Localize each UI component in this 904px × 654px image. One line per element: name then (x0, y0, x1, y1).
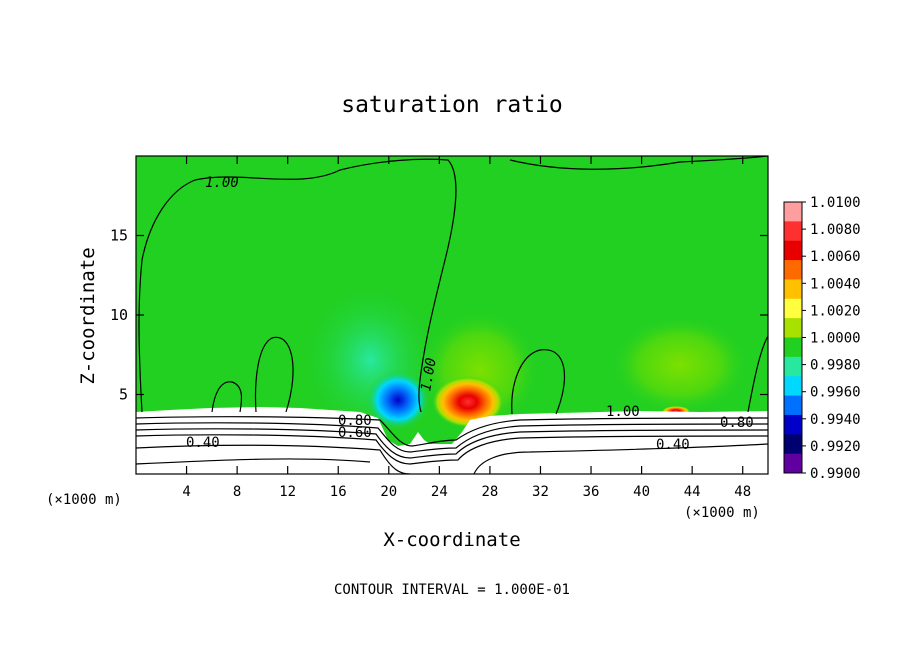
colorbar-swatch (784, 434, 802, 455)
colorbar-swatch (784, 453, 802, 474)
x-tick-label: 8 (233, 484, 241, 500)
colorbar-swatch (784, 318, 802, 338)
contour-lines (136, 156, 768, 474)
y-tick-label: 15 (110, 227, 128, 245)
contour-label-6: 0.40 (186, 435, 220, 451)
colorbar-label: 1.0040 (810, 276, 861, 292)
x-tick-label: 44 (684, 484, 701, 500)
x-tick-label: 48 (734, 484, 751, 500)
colorbar-label: 1.0060 (810, 249, 861, 265)
colorbar-label: 0.9960 (810, 385, 861, 401)
x-tick-label: 16 (330, 484, 347, 500)
colorbar-label: 1.0100 (810, 195, 861, 211)
x-tick-label: 4 (182, 484, 190, 500)
colorbar-label: 1.0020 (810, 303, 861, 319)
colorbar-label: 0.9940 (810, 412, 861, 428)
x-tick-label: 20 (380, 484, 397, 500)
colorbar-swatch (784, 376, 802, 397)
colorbar-swatch (784, 202, 802, 222)
y-tick-label: 5 (119, 386, 128, 404)
colorbar-label: 0.9920 (810, 439, 861, 455)
colorbar-label: 0.9900 (810, 466, 861, 482)
x-tick-label: 32 (532, 484, 549, 500)
contour-label-2: 1.00 (418, 357, 440, 393)
colorbar-swatch (784, 414, 802, 435)
contour-label-7: 0.40 (656, 437, 690, 453)
x-unit-right: (×1000 m) (684, 505, 760, 521)
x-tick-label: 36 (583, 484, 600, 500)
plot-area: 1.00 1.00 1.00 0.80 0.60 0.40 0.40 0.80 (136, 156, 768, 474)
colorbar-swatch (784, 279, 802, 300)
contour-label-1: 1.00 (205, 175, 239, 191)
colorbar-label: 1.0080 (810, 222, 861, 238)
contour-label-3: 1.00 (606, 404, 640, 420)
x-axis-label: X-coordinate (383, 529, 520, 551)
colorbar-swatch (784, 298, 802, 319)
y-tick-label: 10 (110, 306, 128, 324)
y-axis-ticks: 5 10 15 (110, 227, 768, 404)
colorbar-swatch (784, 240, 802, 261)
colorbar-swatch (784, 337, 802, 358)
x-unit-left: (×1000 m) (46, 492, 122, 508)
light-supersat-zone-2 (610, 315, 750, 415)
x-tick-label: 24 (431, 484, 448, 500)
updraft-red-core (432, 376, 504, 428)
colorbar-swatch (784, 356, 802, 377)
colorbar-swatch (784, 221, 802, 242)
downdraft-blue-core (366, 370, 430, 430)
x-tick-label: 28 (481, 484, 498, 500)
colorbar-label: 1.0000 (810, 331, 861, 347)
contour-label-5: 0.60 (338, 425, 372, 441)
contour-label-4: 0.80 (338, 413, 372, 429)
contour-interval-note: CONTOUR INTERVAL = 1.000E-01 (334, 582, 570, 598)
y-axis-label: Z-coordinate (77, 247, 99, 384)
x-tick-label: 40 (633, 484, 650, 500)
contour-label-8: 0.80 (720, 415, 754, 431)
colorbar-swatch (784, 395, 802, 416)
x-tick-label: 12 (279, 484, 296, 500)
chart-title: saturation ratio (341, 92, 563, 118)
colorbar-label: 0.9980 (810, 358, 861, 374)
colorbar: 1.0100 1.0080 1.0060 1.0040 1.0020 1.0000 0.99… (783, 195, 861, 482)
colorbar-swatch (784, 260, 802, 280)
x-axis-ticks: 4 8 12 16 20 24 28 32 36 40 44 48 (182, 156, 751, 500)
